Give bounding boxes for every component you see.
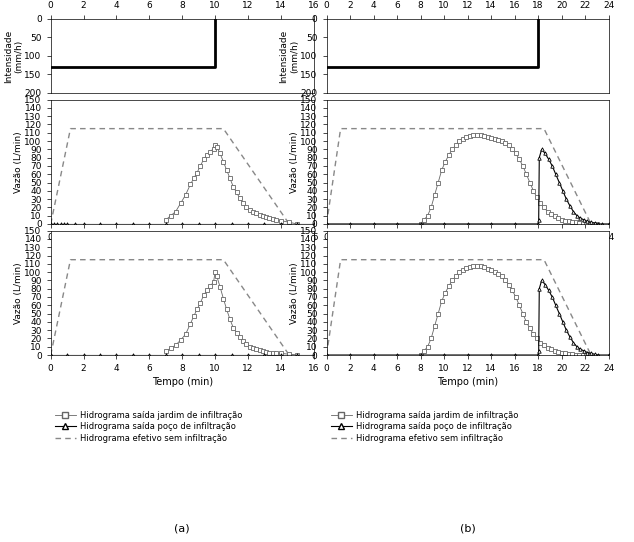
Y-axis label: Intensidade
(mm/h): Intensidade (mm/h) <box>4 29 23 82</box>
Legend: Hidrograma saída jardim de infiltração, Hidrograma saída poço de infiltração, Hi: Hidrograma saída jardim de infiltração, … <box>331 411 518 443</box>
Y-axis label: Intensidade
(mm/h): Intensidade (mm/h) <box>280 29 299 82</box>
Y-axis label: Vazão (L/min): Vazão (L/min) <box>290 262 299 324</box>
X-axis label: Tempo (min): Tempo (min) <box>152 377 213 387</box>
Y-axis label: Vazão (L/min): Vazão (L/min) <box>290 131 299 192</box>
Y-axis label: Vazão (L/min): Vazão (L/min) <box>14 131 23 192</box>
Text: (b): (b) <box>460 523 476 533</box>
X-axis label: Tempo (min): Tempo (min) <box>437 377 498 387</box>
X-axis label: Tempo (min): Tempo (min) <box>437 246 498 256</box>
Legend: Hidrograma saída jardim de infiltração, Hidrograma saída poço de infiltração, Hi: Hidrograma saída jardim de infiltração, … <box>55 411 242 443</box>
Y-axis label: Vazão (L/min): Vazão (L/min) <box>14 262 23 324</box>
Text: (a): (a) <box>174 523 190 533</box>
X-axis label: Tempo (min): Tempo (min) <box>152 246 213 256</box>
